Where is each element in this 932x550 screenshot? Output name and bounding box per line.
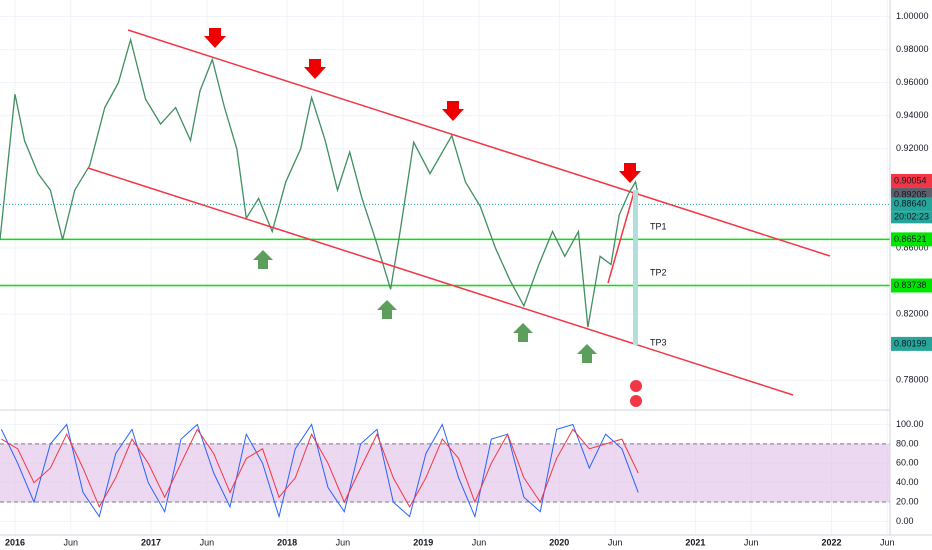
projection-line: [607, 191, 635, 284]
price-line: [0, 37, 639, 328]
target-label: TP3: [650, 337, 667, 347]
up-arrow: [577, 344, 597, 363]
price-label: 0.89205: [894, 189, 927, 199]
level-label-box: [891, 232, 932, 247]
x-tick-label: Jun: [200, 537, 215, 547]
grid: [0, 0, 890, 535]
y-tick-label: 0.00: [896, 516, 914, 526]
level-label-box: [891, 278, 932, 293]
price-label: 0.80199: [894, 338, 927, 348]
y-tick-label: 100.00: [896, 419, 924, 429]
price-label-box: [891, 173, 932, 188]
projection-bar: [633, 190, 638, 345]
x-tick-label: 2022: [821, 537, 841, 547]
timer-box: [891, 211, 932, 224]
down-arrow: [619, 163, 641, 183]
target-label: TP2: [650, 267, 667, 277]
up-arrow: [253, 250, 273, 269]
x-tick-label: Jun: [608, 537, 623, 547]
y-tick-label: 0.96000: [896, 77, 929, 87]
down-arrow: [204, 28, 226, 48]
x-tick-label: Jun: [64, 537, 79, 547]
down-arrows: [204, 28, 641, 183]
price-label-box: [891, 336, 932, 351]
stoch-line: [1, 428, 639, 509]
x-tick-label: Jun: [744, 537, 759, 547]
y-tick-label: 20.00: [896, 496, 919, 506]
y-tick-label: 0.78000: [896, 375, 929, 385]
channel-upper: [127, 29, 831, 257]
x-tick-label: Jun: [880, 537, 895, 547]
level-label: 0.86521: [894, 234, 927, 244]
plot: [0, 37, 890, 519]
y-tick-label: 80.00: [896, 438, 919, 448]
up-arrows: [253, 250, 597, 363]
band: [0, 443, 890, 503]
y-tick-label: 0.86000: [896, 242, 929, 252]
y-tick-label: 0.94000: [896, 110, 929, 120]
price-label: 0.88640: [894, 199, 927, 209]
x-tick-label: 2021: [685, 537, 705, 547]
y-tick-label: 1.00000: [896, 11, 929, 21]
y-tick-label: 40.00: [896, 477, 919, 487]
y-tick-label: 0.98000: [896, 44, 929, 54]
x-tick-label: 2020: [549, 537, 569, 547]
timer: 20:02:23: [894, 212, 929, 222]
event-icon: [630, 380, 642, 392]
price-label: 0.90054: [894, 175, 927, 185]
x-tick-label: 2017: [141, 537, 161, 547]
level-label: 0.83738: [894, 280, 927, 290]
x-tick-label: 2019: [413, 537, 433, 547]
price-label-box: [891, 197, 932, 212]
x-tick-label: Jun: [472, 537, 487, 547]
x-tick-label: Jun: [336, 537, 351, 547]
x-tick-label: 2018: [277, 537, 297, 547]
x-tick-label: 2016: [5, 537, 25, 547]
down-arrow: [442, 101, 464, 121]
target-label: TP1: [650, 221, 667, 231]
up-arrow: [377, 300, 397, 319]
y-tick-label: 0.92000: [896, 143, 929, 153]
down-arrow: [304, 59, 326, 79]
channel-lower: [87, 167, 794, 396]
event-icon: [630, 395, 642, 407]
up-arrow: [513, 323, 533, 342]
y-tick-label: 60.00: [896, 458, 919, 468]
stoch-line: [0, 423, 639, 519]
y-tick-label: 0.82000: [896, 308, 929, 318]
